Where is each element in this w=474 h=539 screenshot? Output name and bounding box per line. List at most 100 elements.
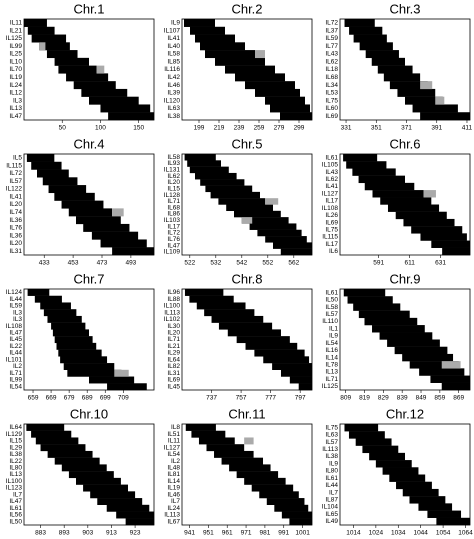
row-label: IL44 (9, 296, 22, 303)
interval-block (96, 65, 105, 74)
x-tick-label: 1001 (295, 530, 310, 537)
interval-block (189, 166, 229, 174)
x-tick-label: 1034 (391, 530, 406, 537)
interval-block (35, 437, 79, 445)
row-label: IL71 (9, 370, 22, 377)
row-label: IL29 (167, 350, 180, 357)
row-label: IL22 (9, 343, 22, 350)
row-label: IL38 (167, 113, 180, 120)
interval-block (442, 247, 470, 256)
interval-block (431, 240, 470, 248)
interval-block (383, 73, 421, 82)
row-label: IL20 (9, 201, 22, 208)
interval-block (387, 204, 440, 212)
x-tick-label: 951 (203, 530, 214, 537)
interval-block (184, 289, 224, 296)
row-label: IL57 (325, 439, 338, 446)
row-label: IL71 (325, 376, 338, 383)
interval-block (420, 81, 433, 90)
row-label: IL11 (168, 438, 181, 445)
row-label: IL113 (164, 309, 180, 316)
interval-block (24, 19, 47, 27)
x-tick-label: 709 (118, 395, 129, 402)
interval-block (184, 19, 215, 27)
interval-block (66, 73, 109, 82)
x-tick-label: 859 (434, 395, 445, 402)
row-label: IL38 (9, 451, 22, 458)
row-label: IL62 (167, 173, 180, 180)
x-tick-label: 50 (59, 125, 67, 132)
row-label: IL68 (325, 74, 338, 81)
x-tick-label: 1044 (413, 530, 428, 537)
row-label: IL13 (9, 105, 22, 112)
interval-block (195, 34, 235, 43)
interval-block (112, 208, 124, 217)
x-tick-label: 669 (46, 395, 57, 402)
interval-block (389, 81, 428, 90)
interval-block (435, 96, 445, 105)
interval-block (273, 242, 312, 249)
row-label: IL7 (329, 489, 338, 496)
row-label: IL87 (325, 496, 338, 503)
interval-block (108, 112, 154, 121)
row-label: IL78 (325, 361, 338, 368)
interval-block (196, 302, 246, 310)
row-label: IL47 (9, 113, 22, 120)
interval-block (89, 376, 135, 384)
interval-block (280, 112, 312, 121)
row-label: IL116 (164, 66, 180, 73)
x-tick-label: 659 (28, 395, 39, 402)
interval-block (27, 26, 55, 35)
interval-block (58, 349, 102, 357)
row-label: IL47 (9, 498, 22, 505)
interval-block (40, 302, 71, 310)
interval-block (100, 104, 151, 113)
interval-block (76, 477, 121, 485)
interval-block (409, 361, 459, 369)
x-tick-label: 542 (236, 260, 247, 267)
interval-block (272, 363, 312, 370)
interval-block (218, 322, 273, 330)
interval-block (270, 104, 310, 113)
row-label: IL20 (9, 240, 22, 247)
interval-block (375, 460, 412, 468)
interval-block (235, 73, 285, 82)
interval-block (67, 369, 122, 377)
x-tick-label: 757 (236, 395, 247, 402)
row-label: IL45 (167, 383, 180, 390)
row-label: IL6 (329, 248, 338, 255)
row-label: IL101 (6, 356, 23, 363)
interval-block (191, 430, 226, 438)
row-label: IL61 (9, 505, 22, 512)
interval-block (31, 161, 62, 170)
row-label: IL3 (13, 97, 22, 104)
row-label: IL5 (13, 155, 22, 162)
interval-block (185, 424, 216, 431)
interval-block (116, 511, 154, 519)
row-label: IL61 (325, 154, 338, 161)
row-label: IL81 (167, 471, 180, 478)
row-label: IL1 (329, 325, 338, 332)
plot-frame (23, 153, 155, 256)
row-label: IL123 (6, 485, 23, 492)
row-label: IL80 (9, 464, 22, 471)
interval-block (418, 503, 453, 511)
plot-frame (181, 423, 313, 526)
x-tick-label: 991 (278, 530, 289, 537)
row-label: IL36 (9, 232, 22, 239)
interval-block (420, 112, 470, 121)
row-label: IL115 (322, 234, 338, 241)
row-label: IL77 (325, 43, 338, 50)
interval-block (189, 295, 234, 303)
row-label: IL17 (167, 223, 180, 230)
row-label: IL21 (9, 27, 22, 34)
interval-block (395, 211, 447, 220)
row-label: IL70 (9, 66, 22, 73)
interval-block (343, 289, 386, 297)
interval-block (83, 484, 128, 492)
row-label: IL122 (6, 186, 23, 193)
interval-block (365, 50, 399, 59)
row-label: IL2 (171, 458, 180, 465)
row-label: IL17 (325, 198, 338, 205)
row-label: IL54 (325, 340, 338, 347)
